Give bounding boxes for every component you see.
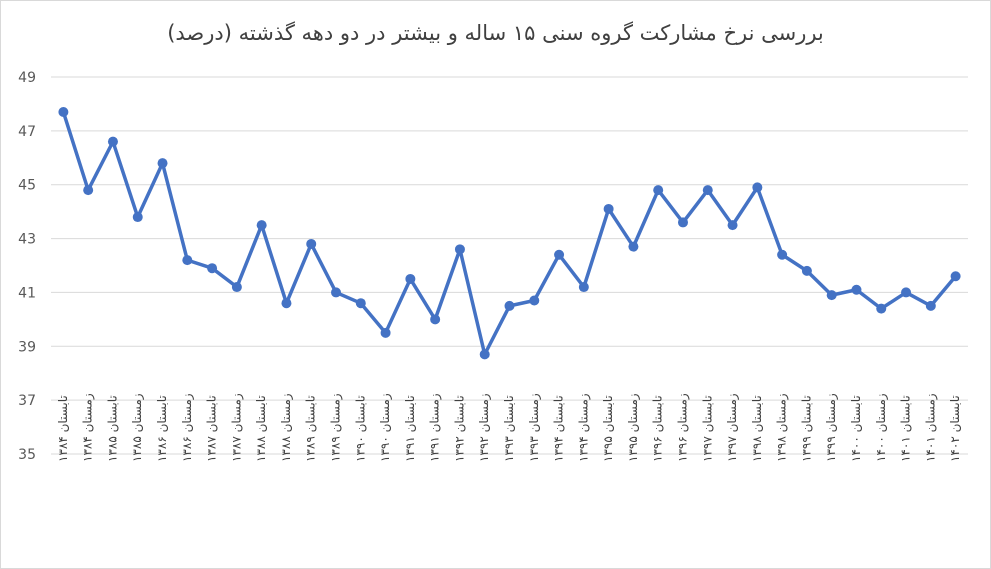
x-tick-label: تابستان ۱۳۹۲ (452, 395, 466, 462)
x-tick-label: زمستان ۱۳۹۷ (725, 393, 740, 462)
y-axis-tick-labels: 35 37 39 41 43 45 47 49 (18, 70, 36, 463)
x-tick-label: زمستان ۱۳۸۵ (130, 393, 145, 462)
data-point (901, 287, 912, 298)
x-tick-label: زمستان ۱۳۹۸ (775, 393, 790, 462)
x-tick-label: زمستان ۱۳۹۳ (527, 393, 542, 462)
x-tick-label: زمستان ۱۳۹۶ (675, 393, 690, 462)
x-tick-label: تابستان ۱۳۹۷ (700, 395, 714, 462)
x-tick-label: تابستان ۱۴۰۰ (849, 395, 863, 462)
x-tick-label: زمستان ۱۳۹۹ (824, 393, 839, 462)
x-tick-label: تابستان ۱۳۸۹ (304, 395, 318, 462)
data-point (306, 238, 317, 249)
data-point (554, 249, 565, 260)
x-tick-label: تابستان ۱۴۰۱ (899, 395, 913, 462)
x-tick-label: تابستان ۱۳۹۵ (601, 395, 615, 462)
x-tick-label: تابستان ۱۳۹۶ (651, 395, 665, 462)
data-point (281, 298, 292, 309)
data-point (331, 287, 342, 298)
x-tick-label: زمستان ۱۴۰۱ (923, 393, 938, 462)
data-point (479, 349, 490, 360)
x-tick-label: زمستان ۱۳۹۵ (626, 393, 641, 462)
data-point (702, 185, 713, 196)
x-tick-label: تابستان ۱۳۹۳ (502, 395, 516, 462)
chart-title: بررسی نرخ مشارکت گروه سنی ۱۵ ساله و بیشت… (167, 21, 824, 45)
y-tick-label: 47 (18, 124, 36, 140)
data-point (182, 255, 193, 266)
data-point (801, 265, 812, 276)
data-point (207, 263, 218, 274)
x-tick-label: تابستان ۱۴۰۲ (948, 395, 962, 462)
data-point (380, 327, 391, 338)
data-point (132, 212, 143, 223)
x-tick-label: تابستان ۱۳۸۵ (105, 395, 119, 462)
y-tick-label: 39 (18, 339, 36, 355)
y-tick-label: 35 (18, 447, 36, 463)
data-point (653, 185, 664, 196)
x-tick-label: زمستان ۱۳۹۲ (477, 393, 492, 462)
data-point (231, 282, 242, 293)
data-point (752, 182, 763, 193)
data-point (851, 284, 862, 295)
data-point (677, 217, 688, 228)
series-line-path (61, 111, 957, 357)
data-point (405, 273, 416, 284)
x-tick-label: تابستان ۱۳۹۸ (750, 395, 764, 462)
y-tick-label: 45 (18, 178, 36, 194)
y-tick-label: 37 (18, 393, 36, 409)
x-tick-label: تابستان ۱۳۹۱ (403, 395, 417, 462)
x-tick-label: زمستان ۱۴۰۰ (874, 393, 889, 462)
series-points (58, 107, 961, 360)
data-point (454, 244, 465, 255)
data-point (107, 136, 118, 147)
y-tick-label: 43 (18, 232, 36, 248)
data-point (83, 185, 94, 196)
x-tick-label: تابستان ۱۳۸۶ (155, 395, 169, 462)
y-tick-label: 49 (18, 70, 36, 86)
data-point (777, 249, 788, 260)
x-tick-label: زمستان ۱۳۹۱ (428, 393, 443, 462)
data-point (727, 220, 738, 231)
x-tick-label: تابستان ۱۳۸۸ (254, 395, 268, 462)
data-point (603, 203, 614, 214)
data-point (826, 290, 837, 301)
x-tick-label: زمستان ۱۳۹۰ (378, 393, 393, 462)
x-tick-label: تابستان ۱۳۸۴ (56, 395, 70, 462)
data-point (504, 300, 515, 311)
data-point (256, 220, 267, 231)
data-point (157, 158, 168, 169)
x-tick-label: زمستان ۱۳۸۸ (279, 393, 294, 462)
data-point (58, 107, 69, 118)
x-tick-label: تابستان ۱۳۹۹ (799, 395, 813, 462)
x-tick-label: زمستان ۱۳۸۷ (229, 393, 244, 462)
gridlines (51, 76, 968, 455)
x-tick-label: زمستان ۱۳۸۴ (81, 393, 96, 462)
data-point (578, 282, 589, 293)
data-point (876, 303, 887, 314)
x-tick-label: تابستان ۱۳۹۰ (353, 395, 367, 462)
x-axis-tick-labels: تابستان ۱۳۸۴ زمستان ۱۳۸۴ تابستان ۱۳۸۵ زمستا… (56, 393, 962, 462)
x-tick-label: زمستان ۱۳۸۶ (180, 393, 195, 462)
x-tick-label: زمستان ۱۳۸۹ (329, 393, 344, 462)
x-tick-label: تابستان ۱۳۸۷ (205, 395, 219, 462)
x-tick-label: تابستان ۱۳۹۴ (552, 395, 566, 462)
x-tick-label: زمستان ۱۳۹۴ (576, 393, 591, 462)
data-point (529, 295, 540, 306)
data-point (628, 241, 639, 252)
data-point (925, 300, 936, 311)
series-line (61, 111, 957, 357)
data-point (950, 271, 961, 282)
data-point (430, 314, 441, 325)
y-tick-label: 41 (18, 285, 36, 301)
data-point (355, 298, 366, 309)
